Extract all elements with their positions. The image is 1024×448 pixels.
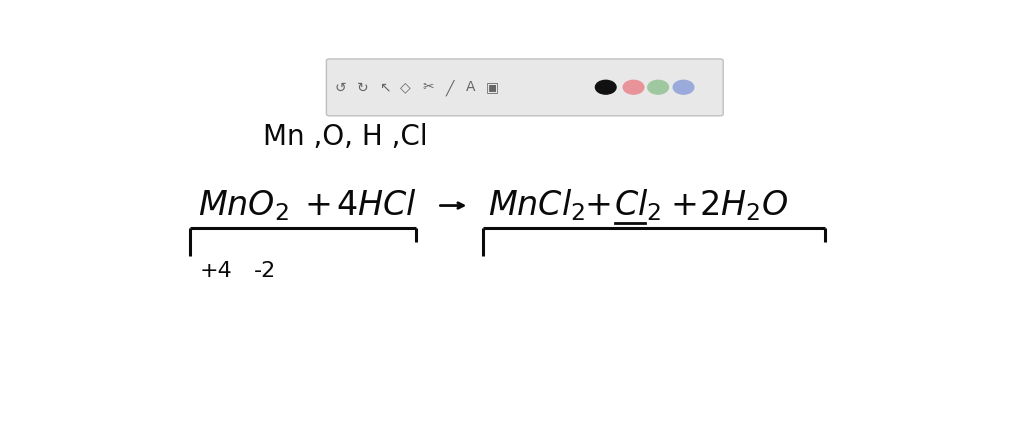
- Ellipse shape: [673, 80, 694, 94]
- Text: Mn ,O, H ,Cl: Mn ,O, H ,Cl: [263, 123, 428, 151]
- Text: $\mathit{MnO_2}$: $\mathit{MnO_2}$: [198, 188, 289, 223]
- Text: $+$: $+$: [585, 189, 610, 222]
- Text: +4: +4: [200, 261, 232, 281]
- Text: $+$: $+$: [304, 189, 331, 222]
- Text: ◇: ◇: [400, 80, 411, 95]
- Text: ↺: ↺: [335, 80, 346, 95]
- Ellipse shape: [648, 80, 669, 94]
- Text: ✂: ✂: [422, 80, 434, 95]
- Text: -2: -2: [253, 261, 275, 281]
- Ellipse shape: [624, 80, 644, 94]
- Text: $\mathit{2H_2O}$: $\mathit{2H_2O}$: [699, 188, 788, 223]
- Text: $\mathit{MnCl_2}$: $\mathit{MnCl_2}$: [487, 188, 585, 224]
- Text: ↖: ↖: [379, 80, 390, 95]
- Text: ↻: ↻: [357, 80, 369, 95]
- FancyBboxPatch shape: [327, 59, 723, 116]
- Text: ▣: ▣: [485, 80, 499, 95]
- Text: $\mathit{Cl_2}$: $\mathit{Cl_2}$: [613, 188, 660, 224]
- Ellipse shape: [595, 80, 616, 94]
- Text: $\mathit{4HCl}$: $\mathit{4HCl}$: [336, 189, 417, 222]
- Text: $+$: $+$: [670, 189, 696, 222]
- Text: ╱: ╱: [445, 79, 454, 95]
- Text: A: A: [466, 80, 475, 95]
